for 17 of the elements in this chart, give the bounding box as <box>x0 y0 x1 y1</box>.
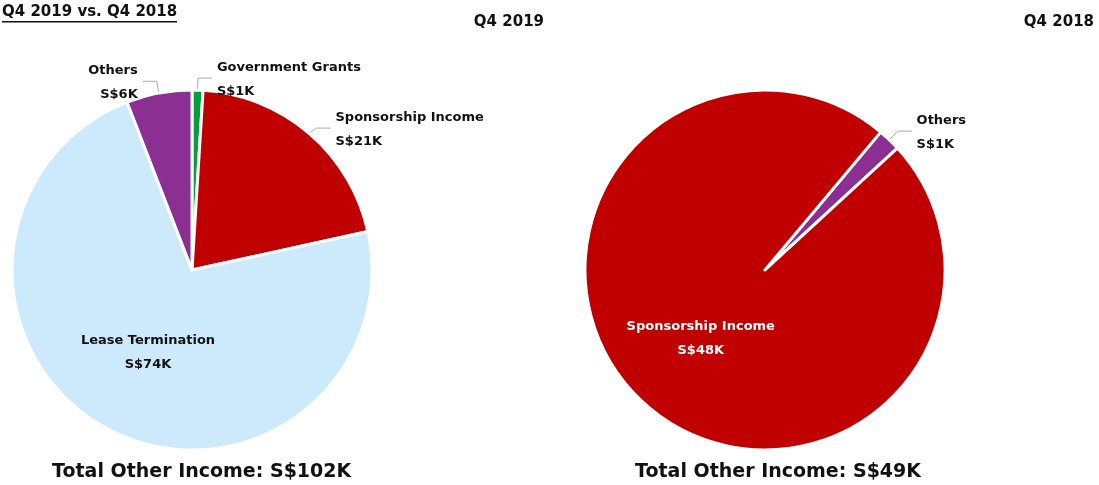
chart-title: Q4 2019 <box>473 11 545 30</box>
data-label: S$48K <box>677 341 725 357</box>
data-label: S$1K <box>216 82 256 98</box>
slice-label: Sponsorship Income <box>335 108 484 124</box>
slice-label: Others <box>916 111 967 127</box>
text: Q4 2018 <box>1023 11 1095 30</box>
data-label: S$74K <box>124 356 173 372</box>
text: Q4 2019 vs. Q4 2018 <box>2 1 178 20</box>
slice-label: Sponsorship Income <box>626 317 776 333</box>
data-label: S$21K <box>335 132 384 148</box>
slice-label: Others <box>88 61 138 77</box>
text: Total Other Income: S$49K <box>635 458 923 481</box>
slice-label: Lease Termination <box>80 332 216 348</box>
text: Total Other Income: S$102K <box>52 458 353 481</box>
data-label: S$6K <box>100 85 139 101</box>
slice-label: Government Grants <box>216 58 362 74</box>
data-label: S$1K <box>916 135 956 151</box>
